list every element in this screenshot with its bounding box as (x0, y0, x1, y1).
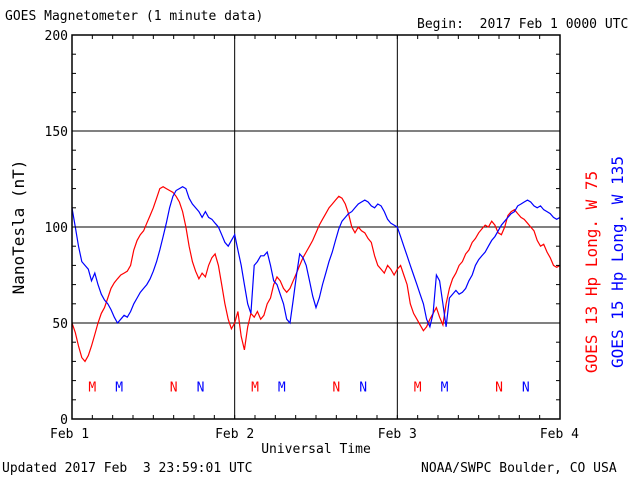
series-lines (72, 186, 560, 363)
marker-N: N (522, 380, 530, 395)
credit: NOAA/SWPC Boulder, CO USA (421, 461, 617, 476)
y-tick-label: 50 (52, 317, 68, 332)
legend-goes13: GOES 13 Hp Long. W 75 (582, 171, 601, 373)
marker-N: N (197, 380, 205, 395)
x-tick-label: Feb 1 (50, 427, 89, 442)
marker-N: N (332, 380, 340, 395)
x-tick-label: Feb 3 (378, 427, 417, 442)
y-tick-label: 150 (45, 125, 68, 140)
y-axis-ticks: 0 50 100 150 200 (45, 29, 560, 428)
x-axis-ticks: Feb 1 Feb 2 Feb 3 Feb 4 (50, 35, 579, 442)
begin-time: Begin: 2017 Feb 1 0000 UTC (417, 17, 629, 32)
marker-M: M (278, 380, 286, 395)
marker-N: N (170, 380, 178, 395)
x-tick-label: Feb 2 (215, 427, 254, 442)
marker-N: N (495, 380, 503, 395)
marker-M: M (251, 380, 259, 395)
y-tick-label: 0 (60, 413, 68, 428)
marker-N: N (359, 380, 367, 395)
y-tick-label: 200 (45, 29, 68, 44)
y-tick-label: 100 (45, 221, 68, 236)
legend-goes15: GOES 15 Hp Long. W 135 (608, 156, 627, 368)
y-axis-label: NanoTesla (nT) (9, 160, 28, 295)
series-line-1 (72, 186, 560, 329)
series-line-0 (72, 186, 560, 363)
marker-M: M (115, 380, 123, 395)
x-tick-label: Feb 4 (540, 427, 579, 442)
marker-M: M (441, 380, 449, 395)
chart-title: GOES Magnetometer (1 minute data) (5, 9, 264, 24)
x-axis-label: Universal Time (261, 442, 371, 457)
marker-M: M (88, 380, 96, 395)
updated-timestamp: Updated 2017 Feb 3 23:59:01 UTC (2, 461, 253, 476)
marker-M: M (414, 380, 422, 395)
